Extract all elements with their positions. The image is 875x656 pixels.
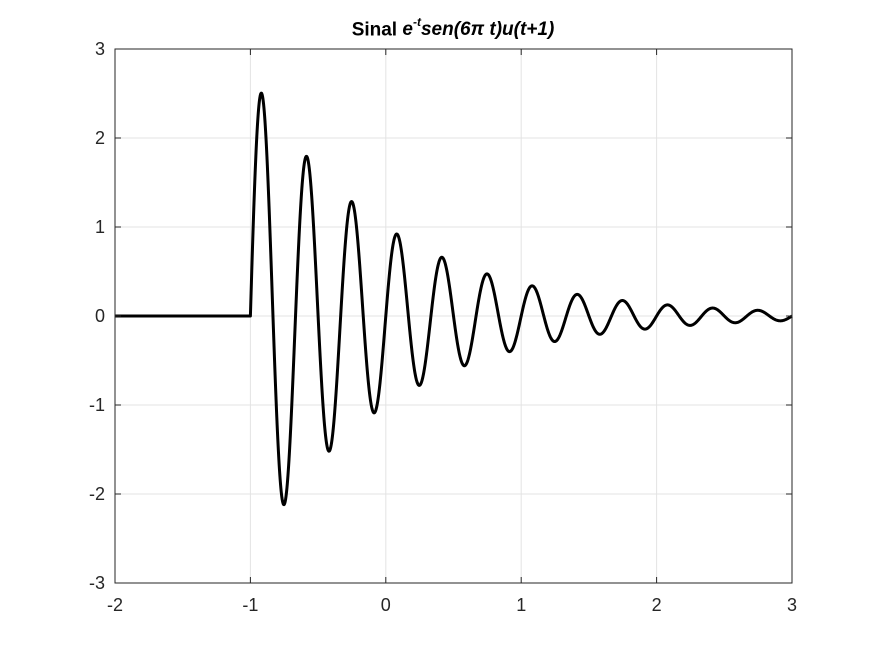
x-tick-labels: -2 -1 0 1 2 3 bbox=[107, 595, 797, 615]
y-tick-label: 0 bbox=[95, 306, 105, 326]
chart-title-expr-sup: -t bbox=[412, 15, 421, 29]
y-tick-label: 2 bbox=[95, 128, 105, 148]
chart-title-text: Sinal bbox=[351, 19, 398, 41]
chart-title-expr-rest: sen(6π t)u(t+1) bbox=[420, 19, 555, 41]
x-tick-label: 3 bbox=[787, 595, 797, 615]
x-tick-label: -1 bbox=[242, 595, 258, 615]
y-tick-label: -3 bbox=[89, 573, 105, 593]
x-tick-label: -2 bbox=[107, 595, 123, 615]
series-group bbox=[113, 91, 794, 507]
chart-title-expression: e-tsen(6π t)u(t+1) bbox=[402, 15, 555, 41]
y-tick-label: 3 bbox=[95, 39, 105, 59]
y-tick-label: 1 bbox=[95, 217, 105, 237]
y-tick-label: -1 bbox=[89, 395, 105, 415]
chart-title-expr-base: e bbox=[402, 19, 413, 41]
y-tick-labels: -3 -2 -1 0 1 2 3 bbox=[89, 39, 105, 593]
x-tick-label: 0 bbox=[381, 595, 391, 615]
chart-title: Sinal e-tsen(6π t)u(t+1) bbox=[0, 15, 875, 41]
x-tick-label: 1 bbox=[516, 595, 526, 615]
tick-marks bbox=[114, 48, 793, 584]
y-tick-label: -2 bbox=[89, 484, 105, 504]
x-tick-label: 2 bbox=[652, 595, 662, 615]
series-line bbox=[113, 91, 794, 507]
